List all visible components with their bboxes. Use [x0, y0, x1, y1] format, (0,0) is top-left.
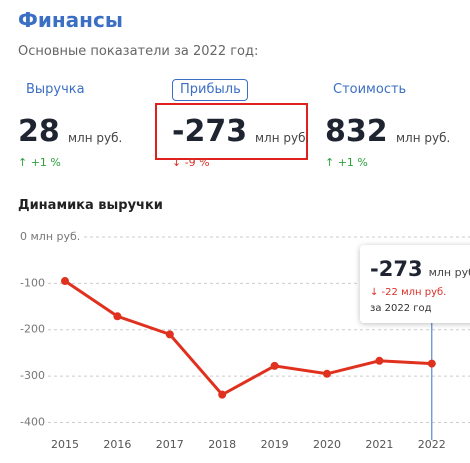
metric-unit: млн руб. — [68, 131, 123, 145]
point — [427, 359, 436, 368]
highlight-box — [155, 103, 308, 160]
metric-value: 832 — [325, 114, 388, 149]
x-tick-label: 2017 — [156, 438, 184, 451]
point — [165, 330, 174, 339]
metric-change: ↑ +1 % — [325, 156, 368, 169]
metric-label[interactable]: Прибыль — [180, 82, 241, 97]
tooltip-unit: млн руб. — [429, 266, 470, 279]
line — [64, 279, 432, 397]
metric-label[interactable]: Стоимость — [333, 82, 407, 97]
x-tick-label: 2021 — [365, 438, 393, 451]
metric-label[interactable]: Выручка — [26, 82, 85, 97]
x-tick-label: 2020 — [313, 438, 341, 451]
metric-value: -273 — [172, 114, 248, 149]
point — [270, 361, 279, 370]
x-tick-label: 2022 — [418, 438, 446, 451]
metric-change: ↑ +1 % — [18, 156, 61, 169]
tooltip-value: -273 — [370, 257, 423, 281]
metric-value: 28 — [18, 114, 60, 149]
tooltip-box — [360, 245, 470, 323]
point — [218, 390, 227, 399]
chart-title: Динамика выручки — [18, 198, 163, 213]
metric-unit: млн руб. — [396, 131, 451, 145]
tooltip-change: ↓ -22 млн руб. — [370, 287, 446, 298]
subtitle: Основные показатели за 2022 год: — [18, 44, 259, 59]
y-tick-label: -300 — [20, 369, 45, 382]
metric-change: ↓ -9 % — [172, 156, 210, 169]
x-tick-label: 2018 — [208, 438, 236, 451]
y-tick-label: -100 — [20, 276, 45, 289]
y-tick-label: 0 млн руб. — [20, 230, 80, 243]
selected-tab[interactable] — [172, 79, 248, 101]
point — [113, 312, 122, 321]
y-tick-label: -200 — [20, 323, 45, 336]
x-tick-label: 2019 — [261, 438, 289, 451]
point — [61, 277, 69, 286]
tooltip-period: за 2022 год — [370, 303, 432, 314]
x-tick-label: 2016 — [103, 438, 131, 451]
x-tick-label: 2015 — [51, 438, 79, 451]
point — [323, 369, 331, 378]
metric-unit: млн руб. — [255, 131, 310, 145]
y-tick-label: -400 — [20, 415, 45, 428]
title: Финансы — [18, 8, 123, 32]
point — [375, 356, 384, 365]
